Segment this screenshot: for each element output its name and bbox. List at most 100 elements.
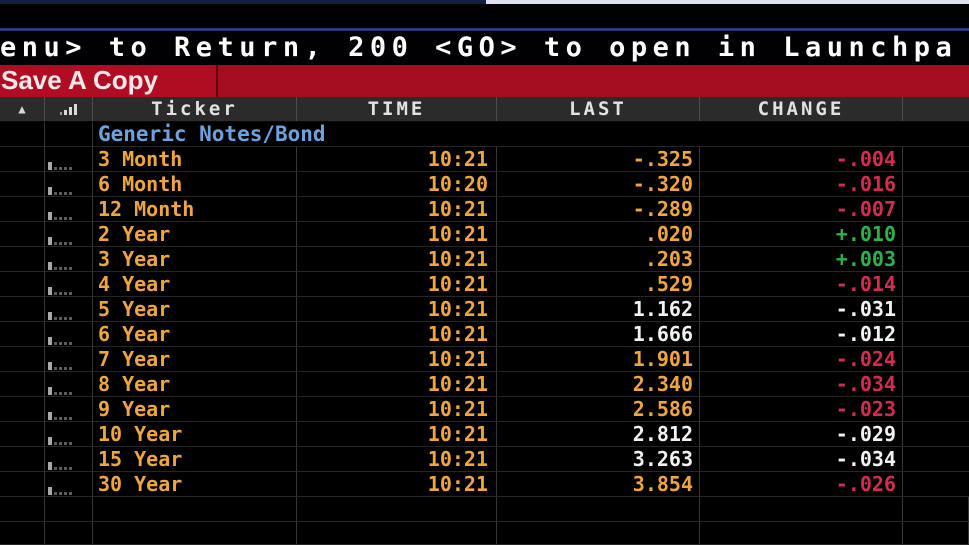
row-trailing-cell [903,247,969,271]
mini-chart-icon [48,437,72,445]
alert-column-header[interactable]: ▲ [0,97,45,121]
empty-row [0,497,969,522]
row-chart-cell [45,172,93,196]
time-cell: 10:21 [297,247,497,271]
ticker-cell: 7 Year [93,347,297,371]
chart-column-header[interactable] [45,97,93,121]
section-alert-cell [0,122,45,146]
row-chart-cell [45,247,93,271]
change-cell: -.007 [700,197,903,221]
save-a-copy-label: Save A Copy [1,65,159,95]
ticker-cell: 8 Year [93,372,297,396]
table-row[interactable]: 6 Year 10:21 1.666 -.012 [0,322,969,347]
table-row[interactable]: 2 Year 10:21 .020 +.010 [0,222,969,247]
last-cell: -.325 [497,147,700,171]
save-a-copy-button[interactable]: Save A Copy [0,65,218,97]
toolbar-spacer [218,65,969,97]
ticker-cell: 6 Year [93,322,297,346]
last-cell: -.289 [497,197,700,221]
section-row-generic-notes-bond[interactable]: Generic Notes/Bond [0,122,969,147]
row-trailing-cell [903,297,969,321]
time-cell: 10:21 [297,272,497,296]
last-cell: -.320 [497,172,700,196]
row-alert-cell [0,147,45,171]
row-chart-cell [45,372,93,396]
table-body: 3 Month 10:21 -.325 -.004 6 Month 10:20 … [0,147,969,497]
row-chart-cell [45,197,93,221]
table-row[interactable]: 6 Month 10:20 -.320 -.016 [0,172,969,197]
ticker-cell: 5 Year [93,297,297,321]
table-row[interactable]: 4 Year 10:21 .529 -.014 [0,272,969,297]
time-cell: 10:21 [297,347,497,371]
row-alert-cell [0,297,45,321]
row-chart-cell [45,297,93,321]
last-cell: .529 [497,272,700,296]
last-cell: 1.666 [497,322,700,346]
change-column-header[interactable]: CHANGE [700,97,903,121]
status-message: enu> to Return, 200 <GO> to open in Laun… [0,31,969,65]
last-cell: .020 [497,222,700,246]
change-cell: -.024 [700,347,903,371]
mini-chart-icon [48,412,72,420]
change-cell: -.023 [700,397,903,421]
mini-chart-icon [48,262,72,270]
table-row[interactable]: 9 Year 10:21 2.586 -.023 [0,397,969,422]
table-row[interactable]: 3 Month 10:21 -.325 -.004 [0,147,969,172]
ticker-cell: 4 Year [93,272,297,296]
ticker-cell: 9 Year [93,397,297,421]
window-edge-right [486,0,969,4]
mini-chart-icon [48,212,72,220]
time-cell: 10:20 [297,172,497,196]
row-chart-cell [45,397,93,421]
change-cell: -.034 [700,372,903,396]
table-row[interactable]: 15 Year 10:21 3.263 -.034 [0,447,969,472]
row-chart-cell [45,347,93,371]
last-cell: 1.162 [497,297,700,321]
row-chart-cell [45,272,93,296]
last-cell: 2.812 [497,422,700,446]
last-cell: .203 [497,247,700,271]
row-alert-cell [0,222,45,246]
table-row[interactable]: 7 Year 10:21 1.901 -.024 [0,347,969,372]
change-cell: -.029 [700,422,903,446]
change-cell: -.004 [700,147,903,171]
quotes-table: ▲ Ticker TIME LAST CHANGE Generic Notes/… [0,97,969,545]
table-row[interactable]: 3 Year 10:21 .203 +.003 [0,247,969,272]
time-cell: 10:21 [297,147,497,171]
last-column-header[interactable]: LAST [497,97,700,121]
time-cell: 10:21 [297,297,497,321]
last-cell: 2.586 [497,397,700,421]
row-trailing-cell [903,197,969,221]
mini-chart-icon [48,487,72,495]
mini-chart-icon [48,162,72,170]
bar-chart-icon [45,97,92,121]
table-row[interactable]: 10 Year 10:21 2.812 -.029 [0,422,969,447]
time-cell: 10:21 [297,447,497,471]
change-cell: -.012 [700,322,903,346]
divider-line [0,28,969,31]
time-cell: 10:21 [297,422,497,446]
table-row[interactable]: 5 Year 10:21 1.162 -.031 [0,297,969,322]
mini-chart-icon [48,287,72,295]
ticker-column-header[interactable]: Ticker [93,97,297,121]
row-chart-cell [45,147,93,171]
time-column-header[interactable]: TIME [297,97,497,121]
row-alert-cell [0,197,45,221]
time-cell: 10:21 [297,222,497,246]
row-chart-cell [45,222,93,246]
table-row[interactable]: 30 Year 10:21 3.854 -.026 [0,472,969,497]
time-cell: 10:21 [297,197,497,221]
window-edge-left [0,0,486,4]
last-cell: 2.340 [497,372,700,396]
ticker-cell: 12 Month [93,197,297,221]
ticker-cell: 3 Year [93,247,297,271]
row-alert-cell [0,347,45,371]
table-row[interactable]: 12 Month 10:21 -.289 -.007 [0,197,969,222]
table-row[interactable]: 8 Year 10:21 2.340 -.034 [0,372,969,397]
window-top-edge [0,0,969,4]
change-cell: -.014 [700,272,903,296]
time-cell: 10:21 [297,372,497,396]
row-chart-cell [45,472,93,496]
row-trailing-cell [903,447,969,471]
